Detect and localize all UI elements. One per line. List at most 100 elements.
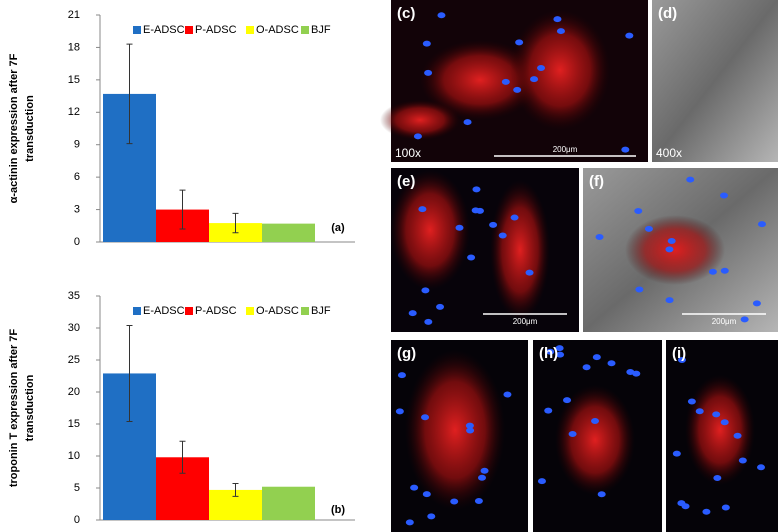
legend-swatch — [246, 26, 254, 34]
nucleus — [757, 221, 766, 228]
error-bar — [179, 440, 186, 474]
nucleus — [397, 372, 406, 379]
nucleus — [672, 450, 681, 457]
nucleus — [474, 498, 483, 505]
panel-label: (c) — [397, 5, 415, 22]
nucleus — [625, 32, 634, 39]
nucleus — [546, 348, 555, 355]
scale-bar-label: 200μm — [553, 145, 578, 154]
red-stain — [625, 215, 725, 285]
y-tick-label: 18 — [68, 41, 80, 53]
nucleus — [720, 192, 729, 199]
y-axis-label: troponin T expression after 7F — [8, 329, 20, 488]
nucleus — [413, 133, 422, 140]
nucleus — [525, 269, 534, 276]
error-bar — [126, 324, 133, 422]
nucleus — [408, 310, 417, 317]
nucleus — [537, 478, 546, 485]
nucleus — [515, 39, 524, 46]
nucleus — [424, 318, 433, 325]
panel-label: (b) — [331, 504, 345, 516]
nucleus — [450, 498, 459, 505]
nucleus — [472, 186, 481, 193]
nucleus — [597, 491, 606, 498]
red-stain — [685, 375, 755, 485]
legend-swatch — [133, 26, 141, 34]
y-tick-label: 9 — [74, 139, 80, 151]
nucleus — [555, 345, 564, 352]
nucleus — [720, 267, 729, 274]
image-panels: (c) 100x 200μm (d) 400x (e) 200μm (f) 200μm (g) (h… — [380, 0, 778, 532]
panel-label: (g) — [397, 345, 416, 362]
nucleus — [422, 40, 431, 47]
y-axis-label: transduction — [24, 374, 36, 441]
nucleus — [621, 146, 630, 153]
nucleus — [422, 491, 431, 498]
error-bar — [232, 483, 239, 497]
micrograph — [652, 0, 778, 162]
legend-swatch — [246, 307, 254, 315]
y-tick-label: 0 — [74, 236, 80, 248]
legend-swatch — [133, 307, 141, 315]
error-bar — [179, 189, 186, 230]
nucleus — [556, 28, 565, 35]
legend-label: E-ADSC — [143, 305, 185, 317]
nucleus — [455, 224, 464, 231]
nucleus — [733, 432, 742, 439]
nucleus — [665, 297, 674, 304]
scale-bar-label: 200μm — [513, 317, 538, 326]
y-tick-label: 6 — [74, 171, 80, 183]
nucleus — [463, 119, 472, 126]
nucleus — [480, 467, 489, 474]
y-tick-label: 10 — [68, 450, 80, 462]
nucleus — [626, 369, 635, 376]
y-tick-label: 5 — [74, 482, 80, 494]
nucleus — [607, 360, 616, 367]
nucleus — [556, 351, 565, 358]
legend-swatch — [185, 307, 193, 315]
legend-label: BJF — [311, 24, 331, 36]
nucleus — [421, 287, 430, 294]
nucleus — [595, 234, 604, 241]
error-bar — [126, 43, 133, 145]
nucleus — [713, 475, 722, 482]
nucleus — [424, 69, 433, 76]
nucleus — [544, 407, 553, 414]
bar — [262, 223, 315, 242]
bar — [262, 486, 315, 520]
nucleus — [477, 474, 486, 481]
nucleus — [537, 64, 546, 71]
nucleus — [503, 391, 512, 398]
panel-label: (h) — [539, 345, 558, 362]
y-tick-label: 12 — [68, 106, 80, 118]
nucleus — [427, 513, 436, 520]
panel-label: (i) — [672, 345, 686, 362]
legend-swatch — [185, 26, 193, 34]
y-tick-label: 3 — [74, 203, 80, 215]
nucleus — [475, 207, 484, 214]
nucleus — [437, 12, 446, 19]
nucleus — [436, 303, 445, 310]
nucleus — [421, 414, 430, 421]
nucleus — [591, 417, 600, 424]
y-tick-label: 20 — [68, 386, 80, 398]
nucleus — [738, 457, 747, 464]
nucleus — [752, 300, 761, 307]
panel-label: (d) — [658, 5, 677, 22]
red-stain — [380, 100, 460, 140]
nucleus — [695, 408, 704, 415]
red-stain — [555, 385, 635, 495]
panel-label: (a) — [331, 222, 345, 234]
nucleus — [405, 519, 414, 526]
legend-label: O-ADSC — [256, 24, 299, 36]
nucleus — [721, 504, 730, 511]
nucleus — [667, 238, 676, 245]
panel-label: (f) — [589, 173, 604, 190]
nucleus — [510, 214, 519, 221]
nucleus — [592, 354, 601, 361]
y-tick-label: 30 — [68, 322, 80, 334]
nucleus — [681, 503, 690, 510]
nucleus — [644, 225, 653, 232]
